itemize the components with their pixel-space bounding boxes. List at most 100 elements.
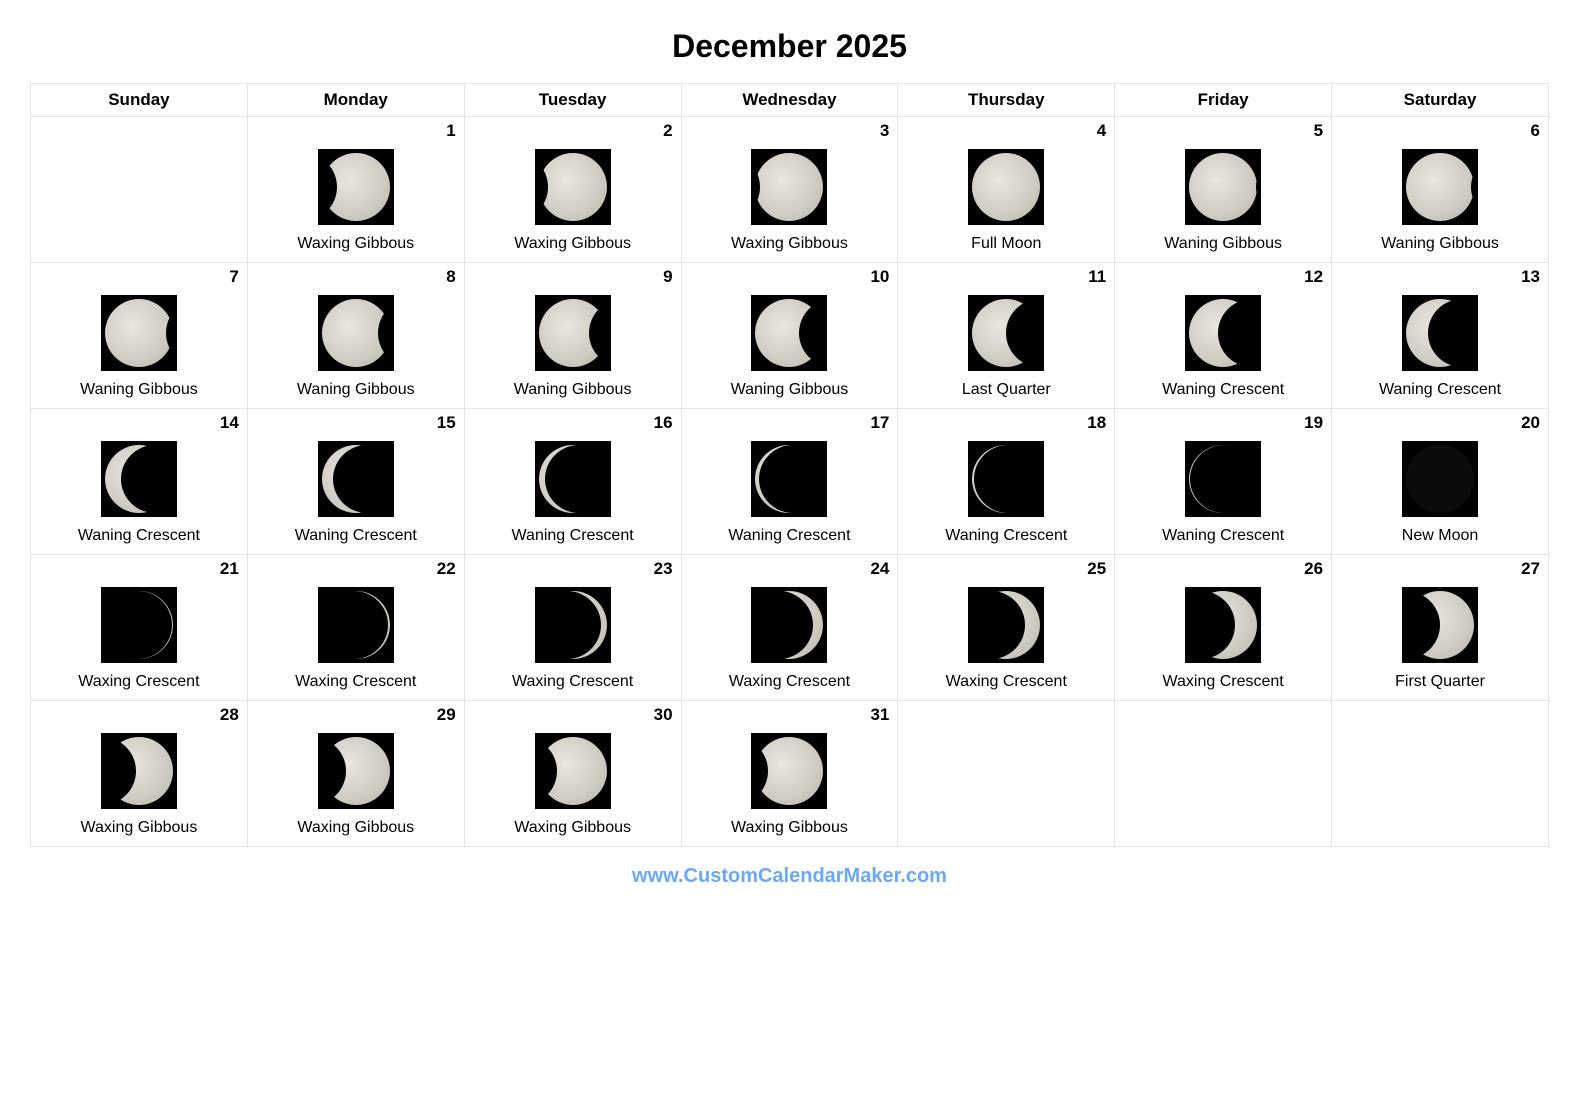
day-number: 2	[471, 121, 675, 141]
moon-phase-icon	[1185, 587, 1261, 663]
day-content: Waning Gibbous	[254, 287, 458, 399]
day-content: Waxing Crescent	[904, 579, 1108, 691]
moon-phase-icon	[968, 441, 1044, 517]
calendar-cell: 11Last Quarter	[898, 263, 1115, 409]
day-content: Waxing Crescent	[254, 579, 458, 691]
day-content: First Quarter	[1338, 579, 1542, 691]
day-number: 3	[688, 121, 892, 141]
day-content: Waxing Gibbous	[37, 725, 241, 837]
day-number: 7	[37, 267, 241, 287]
moon-phase-label: Waning Crescent	[512, 527, 634, 545]
moon-phase-label: Waxing Crescent	[512, 673, 633, 691]
moon-phase-label: Waning Gibbous	[731, 381, 849, 399]
moon-phase-icon	[1185, 149, 1261, 225]
day-content: Waning Crescent	[471, 433, 675, 545]
moon-phase-label: First Quarter	[1395, 673, 1485, 691]
moon-phase-icon	[535, 587, 611, 663]
calendar-cell: 27First Quarter	[1332, 555, 1549, 701]
day-content: Waning Crescent	[254, 433, 458, 545]
day-content: Waning Gibbous	[688, 287, 892, 399]
moon-phase-label: Waning Crescent	[1379, 381, 1501, 399]
moon-phase-label: Waning Crescent	[78, 527, 200, 545]
moon-phase-icon	[1402, 587, 1478, 663]
calendar-row: 1Waxing Gibbous2Waxing Gibbous3Waxing Gi…	[31, 117, 1549, 263]
calendar-cell: 26Waxing Crescent	[1115, 555, 1332, 701]
moon-phase-label: Waning Gibbous	[80, 381, 198, 399]
moon-phase-icon	[101, 733, 177, 809]
day-number: 12	[1121, 267, 1325, 287]
moon-phase-icon	[1402, 149, 1478, 225]
day-content: Waning Crescent	[1121, 287, 1325, 399]
day-content: Waxing Gibbous	[471, 725, 675, 837]
day-number: 21	[37, 559, 241, 579]
moon-phase-label: Waning Gibbous	[1381, 235, 1499, 253]
day-content: Waxing Gibbous	[688, 725, 892, 837]
day-number: 26	[1121, 559, 1325, 579]
calendar-cell: 29Waxing Gibbous	[247, 701, 464, 847]
day-content: Waning Crescent	[37, 433, 241, 545]
day-number: 30	[471, 705, 675, 725]
day-number: 4	[904, 121, 1108, 141]
moon-phase-label: Waning Crescent	[728, 527, 850, 545]
moon-phase-icon	[101, 441, 177, 517]
calendar-cell: 4Full Moon	[898, 117, 1115, 263]
day-header: Friday	[1115, 84, 1332, 117]
calendar-cell: 5Waning Gibbous	[1115, 117, 1332, 263]
day-number: 22	[254, 559, 458, 579]
moon-phase-icon	[318, 733, 394, 809]
calendar-cell	[1115, 701, 1332, 847]
calendar-cell: 18Waning Crescent	[898, 409, 1115, 555]
calendar-cell: 21Waxing Crescent	[31, 555, 248, 701]
moon-phase-label: Waxing Gibbous	[297, 235, 414, 253]
day-number: 28	[37, 705, 241, 725]
moon-phase-icon	[1402, 295, 1478, 371]
day-header-row: Sunday Monday Tuesday Wednesday Thursday…	[31, 84, 1549, 117]
day-number: 20	[1338, 413, 1542, 433]
footer-link[interactable]: www.CustomCalendarMaker.com	[30, 865, 1549, 888]
moon-phase-icon	[535, 733, 611, 809]
day-content: Waxing Gibbous	[254, 141, 458, 253]
calendar-cell: 8Waning Gibbous	[247, 263, 464, 409]
moon-phase-icon	[751, 295, 827, 371]
calendar-cell: 15Waning Crescent	[247, 409, 464, 555]
calendar-cell: 28Waxing Gibbous	[31, 701, 248, 847]
moon-phase-label: Waxing Gibbous	[731, 235, 848, 253]
calendar-cell: 13 Waning Crescent	[1332, 263, 1549, 409]
moon-phase-icon	[101, 295, 177, 371]
moon-phase-label: Waning Crescent	[1162, 527, 1284, 545]
moon-phase-icon	[751, 149, 827, 225]
moon-phase-icon	[318, 587, 394, 663]
calendar-cell: 31Waxing Gibbous	[681, 701, 898, 847]
calendar-body: 1Waxing Gibbous2Waxing Gibbous3Waxing Gi…	[31, 117, 1549, 847]
calendar-cell: 17Waning Crescent	[681, 409, 898, 555]
moon-phase-label: Last Quarter	[962, 381, 1051, 399]
moon-phase-label: Waxing Gibbous	[514, 235, 631, 253]
calendar-row: 7Waning Gibbous8Waning Gibbous9Waning Gi…	[31, 263, 1549, 409]
moon-phase-icon	[535, 295, 611, 371]
calendar-row: 14Waning Crescent15Waning Crescent16Wani…	[31, 409, 1549, 555]
day-number: 13	[1338, 267, 1542, 287]
calendar-cell: 14Waning Crescent	[31, 409, 248, 555]
calendar-cell	[898, 701, 1115, 847]
day-content: Waxing Crescent	[471, 579, 675, 691]
calendar-cell: 30Waxing Gibbous	[464, 701, 681, 847]
moon-phase-icon	[318, 295, 394, 371]
moon-phase-label: Waning Gibbous	[1164, 235, 1282, 253]
day-content: Waxing Crescent	[688, 579, 892, 691]
moon-phase-label: Waxing Gibbous	[731, 819, 848, 837]
moon-phase-label: Waxing Crescent	[295, 673, 416, 691]
calendar-cell: 25Waxing Crescent	[898, 555, 1115, 701]
calendar-cell: 9Waning Gibbous	[464, 263, 681, 409]
moon-phase-icon	[101, 587, 177, 663]
day-header: Sunday	[31, 84, 248, 117]
calendar-cell	[1332, 701, 1549, 847]
moon-phase-label: Waxing Gibbous	[297, 819, 414, 837]
calendar-row: 21Waxing Crescent22Waxing Crescent23Waxi…	[31, 555, 1549, 701]
day-number: 18	[904, 413, 1108, 433]
moon-phase-icon	[535, 149, 611, 225]
moon-phase-icon	[751, 441, 827, 517]
day-number: 6	[1338, 121, 1542, 141]
calendar-cell	[31, 117, 248, 263]
moon-phase-icon	[968, 149, 1044, 225]
day-content: Waning Crescent	[1121, 433, 1325, 545]
